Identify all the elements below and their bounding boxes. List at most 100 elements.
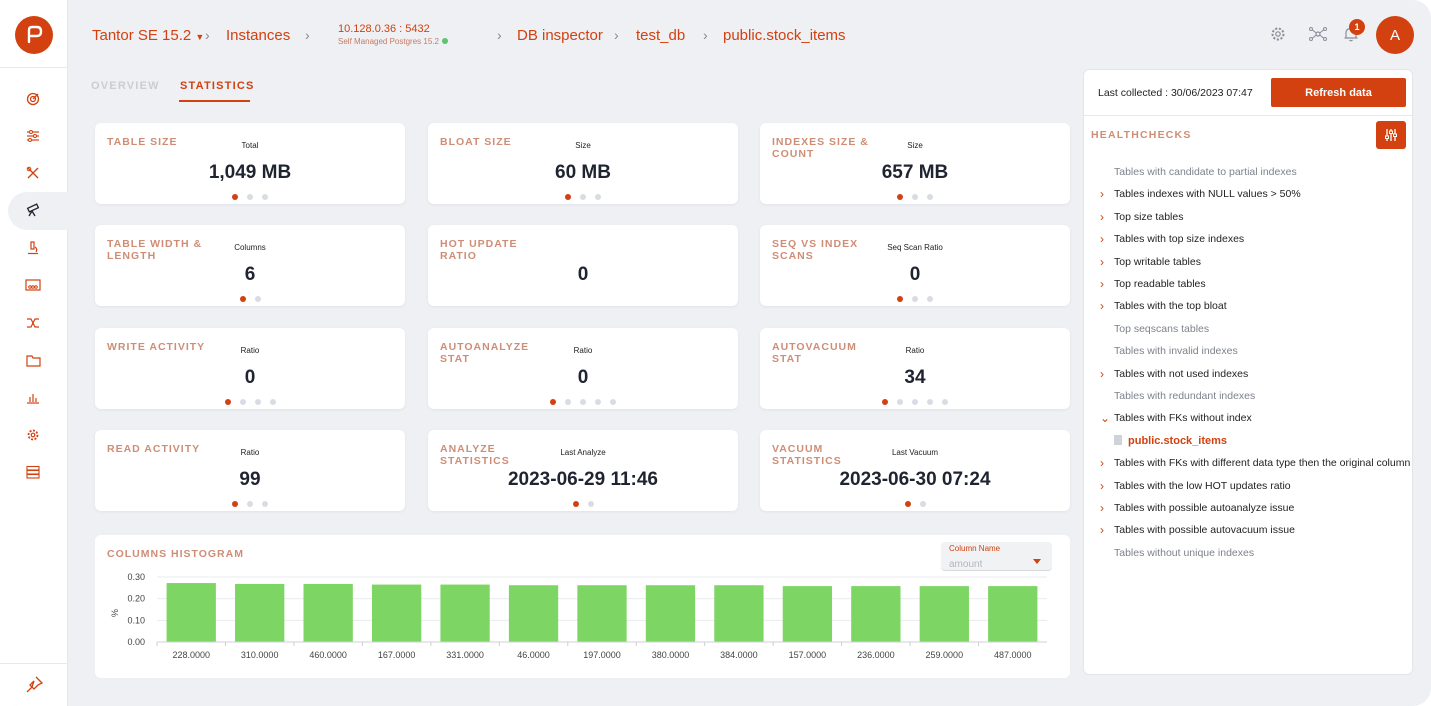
carousel-dot[interactable] [240, 296, 246, 302]
carousel-dot[interactable] [262, 194, 268, 200]
bar-chart-icon[interactable] [22, 386, 44, 408]
card-value: 2023-06-30 07:24 [760, 469, 1070, 491]
chevron-right-icon[interactable]: › [1100, 519, 1104, 541]
carousel-dot[interactable] [232, 501, 238, 507]
carousel-dot[interactable] [897, 194, 903, 200]
carousel-dot[interactable] [565, 194, 571, 200]
x-tick-label: 259.0000 [926, 650, 964, 660]
cluster-icon[interactable] [22, 274, 44, 296]
carousel-dot[interactable] [240, 399, 246, 405]
carousel-dot[interactable] [232, 194, 238, 200]
filter-settings-icon[interactable] [1376, 121, 1406, 149]
card-value: 0 [760, 264, 1070, 286]
stat-card: HOT UPDATE RATIO 0 [428, 225, 738, 306]
carousel-dot[interactable] [573, 501, 579, 507]
card-value: 0 [428, 264, 738, 286]
histogram-bar [304, 584, 353, 642]
carousel-dot[interactable] [897, 296, 903, 302]
settings-icon[interactable] [1269, 25, 1289, 45]
microscope-icon[interactable] [22, 237, 44, 259]
tools-icon[interactable] [22, 162, 44, 184]
chevron-down-icon[interactable]: ⌄ [1100, 407, 1110, 429]
healthcheck-label: Tables with invalid indexes [1114, 340, 1238, 362]
server-icon[interactable] [22, 461, 44, 483]
carousel-dot[interactable] [927, 194, 933, 200]
network-icon[interactable] [1308, 25, 1328, 45]
carousel-dot[interactable] [255, 399, 261, 405]
chevron-right-icon[interactable]: › [1100, 497, 1104, 519]
healthcheck-label: Tables with the top bloat [1114, 295, 1227, 317]
chevron-right-icon[interactable]: › [1100, 206, 1104, 228]
card-subtitle: Ratio [760, 346, 1070, 355]
carousel-dot[interactable] [580, 399, 586, 405]
dashboard-icon[interactable] [22, 88, 44, 110]
carousel-dot[interactable] [920, 501, 926, 507]
carousel-dot[interactable] [565, 399, 571, 405]
healthchecks-panel: Last collected : 30/06/2023 07:47 Refres… [1083, 69, 1413, 675]
carousel-dots [428, 399, 738, 405]
carousel-dot[interactable] [927, 296, 933, 302]
carousel-dot[interactable] [225, 399, 231, 405]
histogram-bar [988, 586, 1037, 642]
carousel-dots [760, 399, 1070, 405]
tab-statistics[interactable]: STATISTICS [180, 80, 255, 92]
chevron-right-icon[interactable]: › [1100, 251, 1104, 273]
carousel-dots [428, 501, 738, 507]
pin-icon[interactable] [22, 673, 46, 697]
breadcrumb-database[interactable]: test_db [636, 27, 685, 44]
breadcrumb-instances[interactable]: Instances [226, 27, 290, 44]
breadcrumb-db-inspector[interactable]: DB inspector [517, 27, 603, 44]
chevron-right-icon[interactable]: › [1100, 452, 1104, 474]
avatar[interactable]: A [1376, 16, 1414, 54]
carousel-dot[interactable] [247, 194, 253, 200]
chevron-right-icon[interactable]: › [1100, 183, 1104, 205]
carousel-dot[interactable] [595, 194, 601, 200]
carousel-dot[interactable] [255, 296, 261, 302]
refresh-data-button[interactable]: Refresh data [1271, 78, 1406, 107]
healthcheck-child-table[interactable]: public.stock_items [1114, 430, 1227, 452]
notification-badge: 1 [1349, 19, 1365, 35]
breadcrumb-separator-icon: › [497, 27, 502, 43]
carousel-dot[interactable] [262, 501, 268, 507]
chevron-right-icon[interactable]: › [1100, 475, 1104, 497]
healthcheck-label: Top seqscans tables [1114, 318, 1209, 340]
carousel-dot[interactable] [580, 194, 586, 200]
healthchecks-title: HEALTHCHECKS [1091, 129, 1192, 141]
shuffle-icon[interactable] [22, 312, 44, 334]
carousel-dots [95, 399, 405, 405]
chevron-right-icon[interactable]: › [1100, 295, 1104, 317]
carousel-dot[interactable] [905, 501, 911, 507]
tantor-logo-icon[interactable] [15, 16, 53, 54]
folder-icon[interactable] [22, 349, 44, 371]
chevron-right-icon[interactable]: › [1100, 228, 1104, 250]
breadcrumb-host[interactable]: 10.128.0.36 : 5432 Self Managed Postgres… [338, 23, 448, 47]
gear-icon[interactable] [22, 424, 44, 446]
carousel-dot[interactable] [610, 399, 616, 405]
carousel-dot[interactable] [270, 399, 276, 405]
carousel-dots [95, 194, 405, 200]
chevron-right-icon[interactable]: › [1100, 273, 1104, 295]
card-subtitle: Ratio [95, 448, 405, 457]
carousel-dot[interactable] [897, 399, 903, 405]
chevron-right-icon[interactable]: › [1100, 363, 1104, 385]
breadcrumb-table[interactable]: public.stock_items [723, 27, 846, 44]
healthcheck-label: Tables with the low HOT updates ratio [1114, 475, 1291, 497]
tab-overview[interactable]: OVERVIEW [91, 80, 160, 92]
carousel-dot[interactable] [927, 399, 933, 405]
carousel-dot[interactable] [912, 296, 918, 302]
carousel-dot[interactable] [912, 194, 918, 200]
carousel-dot[interactable] [595, 399, 601, 405]
telescope-icon[interactable] [22, 199, 44, 221]
carousel-dot[interactable] [942, 399, 948, 405]
sliders-icon[interactable] [22, 125, 44, 147]
x-tick-label: 487.0000 [994, 650, 1032, 660]
card-subtitle: Seq Scan Ratio [760, 243, 1070, 252]
carousel-dot[interactable] [912, 399, 918, 405]
histogram-bar [509, 585, 558, 642]
carousel-dot[interactable] [882, 399, 888, 405]
carousel-dot[interactable] [588, 501, 594, 507]
carousel-dot[interactable] [247, 501, 253, 507]
x-tick-label: 310.0000 [241, 650, 279, 660]
carousel-dot[interactable] [550, 399, 556, 405]
breadcrumb-product[interactable]: Tantor SE 15.2 ▼ [92, 27, 204, 44]
